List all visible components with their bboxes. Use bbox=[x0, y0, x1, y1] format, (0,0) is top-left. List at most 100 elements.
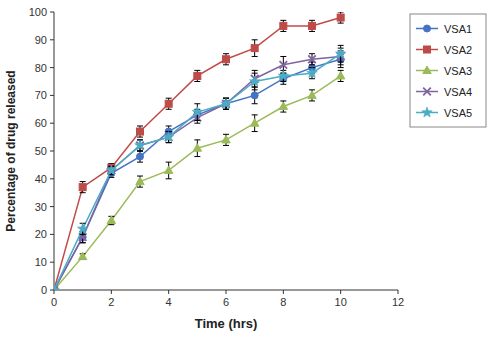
series bbox=[54, 51, 344, 290]
y-tick-label: 80 bbox=[35, 62, 47, 74]
plot-area bbox=[54, 12, 346, 290]
x-tick-label: 12 bbox=[392, 296, 404, 308]
point bbox=[308, 55, 316, 63]
x-tick bbox=[226, 290, 227, 294]
point bbox=[136, 177, 144, 185]
y-tick-label: 10 bbox=[35, 256, 47, 268]
legend-label: VSA4 bbox=[444, 86, 472, 98]
error-bar bbox=[309, 54, 315, 65]
series bbox=[54, 70, 345, 290]
point bbox=[222, 135, 230, 143]
point bbox=[280, 61, 288, 69]
legend: VSA1 VSA2 VSA3 VSA4 VSA5 bbox=[410, 14, 486, 127]
legend-marker bbox=[423, 88, 431, 96]
chart: 0 2 4 6 8 10 12 0 10 20 30 40 50 60 70 80 90 100 Time (hrs… bbox=[0, 0, 495, 338]
error-bar bbox=[338, 12, 344, 23]
legend-label: VSA2 bbox=[444, 44, 472, 56]
series-line bbox=[54, 18, 341, 290]
legend-label: VSA1 bbox=[444, 23, 472, 35]
x-tick-label: 4 bbox=[166, 296, 172, 308]
point bbox=[249, 76, 259, 86]
y-tick bbox=[50, 290, 54, 291]
series bbox=[54, 12, 344, 290]
series bbox=[54, 45, 346, 290]
legend-marker bbox=[422, 107, 432, 117]
legend-label: VSA5 bbox=[444, 107, 472, 119]
point bbox=[336, 71, 344, 79]
y-tick-label: 100 bbox=[29, 6, 47, 18]
point bbox=[137, 128, 144, 135]
point bbox=[106, 165, 116, 175]
error-bar bbox=[252, 40, 258, 57]
point bbox=[77, 223, 87, 233]
y-tick bbox=[50, 39, 54, 40]
y-tick-label: 30 bbox=[35, 201, 47, 213]
series-line bbox=[54, 59, 341, 290]
y-tick bbox=[50, 151, 54, 152]
point bbox=[308, 91, 316, 99]
x-tick bbox=[168, 290, 169, 294]
point bbox=[194, 72, 201, 79]
y-tick bbox=[50, 95, 54, 96]
legend-box bbox=[410, 14, 486, 127]
point bbox=[223, 56, 230, 63]
point bbox=[137, 153, 144, 160]
x-axis-label: Time (hrs) bbox=[195, 316, 258, 331]
series bbox=[54, 48, 344, 290]
x-tick bbox=[340, 290, 341, 294]
error-bar bbox=[194, 70, 200, 81]
error-bar bbox=[280, 20, 286, 31]
x-tick bbox=[283, 290, 284, 294]
point bbox=[107, 216, 115, 224]
point bbox=[278, 70, 288, 80]
point bbox=[79, 184, 86, 191]
x-tick-label: 8 bbox=[280, 296, 286, 308]
point bbox=[251, 92, 258, 99]
error-bar bbox=[80, 182, 86, 193]
error-bar bbox=[137, 151, 143, 162]
x-tick-label: 10 bbox=[335, 296, 347, 308]
point bbox=[193, 144, 201, 152]
y-tick-label: 90 bbox=[35, 34, 47, 46]
point bbox=[280, 22, 287, 29]
y-tick-label: 40 bbox=[35, 173, 47, 185]
series-line bbox=[54, 54, 341, 290]
legend-label: VSA3 bbox=[444, 65, 472, 77]
error-bar bbox=[166, 98, 172, 109]
x-tick bbox=[111, 290, 112, 294]
point bbox=[164, 166, 172, 174]
point bbox=[279, 102, 287, 110]
point bbox=[307, 68, 317, 78]
point bbox=[163, 132, 173, 142]
x-tick bbox=[398, 290, 399, 294]
axes: 0 2 4 6 8 10 12 0 10 20 30 40 50 60 70 80 90 100 bbox=[29, 6, 404, 308]
y-tick-label: 50 bbox=[35, 145, 47, 157]
legend-marker bbox=[424, 25, 431, 32]
y-tick bbox=[50, 234, 54, 235]
y-tick bbox=[50, 67, 54, 68]
y-tick-label: 20 bbox=[35, 228, 47, 240]
x-tick-label: 6 bbox=[223, 296, 229, 308]
legend-marker bbox=[424, 46, 431, 53]
y-tick-label: 60 bbox=[35, 117, 47, 129]
x-tick-label: 0 bbox=[51, 296, 57, 308]
chart-container: 0 2 4 6 8 10 12 0 10 20 30 40 50 60 70 80 90 100 Time (hrs… bbox=[0, 0, 495, 338]
y-tick bbox=[50, 262, 54, 263]
y-tick bbox=[50, 12, 54, 13]
y-tick bbox=[50, 178, 54, 179]
error-bar bbox=[137, 126, 143, 137]
point bbox=[337, 14, 344, 21]
error-bar bbox=[223, 54, 229, 65]
series-line bbox=[54, 76, 341, 290]
y-tick-label: 0 bbox=[41, 284, 47, 296]
x-tick-label: 2 bbox=[108, 296, 114, 308]
point bbox=[335, 48, 345, 58]
x-tick bbox=[54, 290, 55, 294]
point bbox=[54, 285, 59, 291]
point bbox=[78, 252, 86, 260]
y-axis-label: Percentage of drug released bbox=[4, 70, 18, 231]
y-tick-label: 70 bbox=[35, 89, 47, 101]
series-line bbox=[54, 56, 341, 290]
point bbox=[135, 140, 145, 150]
point bbox=[192, 107, 202, 117]
